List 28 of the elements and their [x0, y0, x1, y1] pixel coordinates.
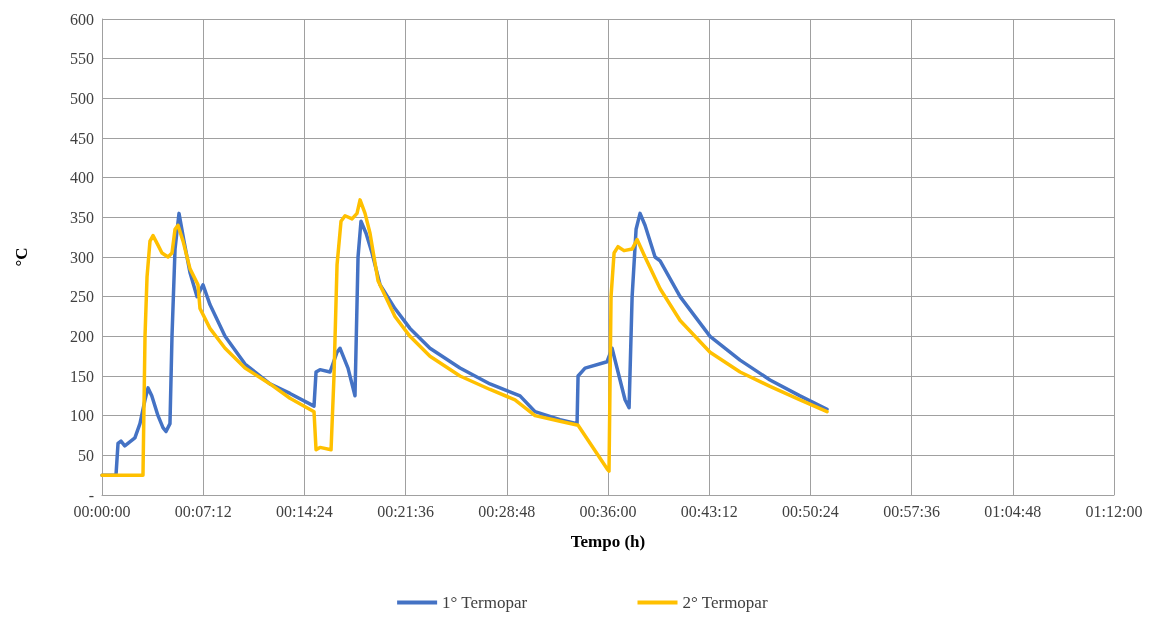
x-tick-label: 00:14:24 — [275, 502, 333, 520]
y-tick-label: 500 — [70, 89, 94, 107]
x-tick-label: 00:28:48 — [478, 502, 536, 520]
x-tick-label: 00:43:12 — [680, 502, 738, 520]
y-tick-label: - — [88, 486, 94, 504]
x-axis-title: Tempo (h) — [570, 532, 646, 551]
y-tick-label: 350 — [70, 208, 94, 226]
y-tick-label: 450 — [70, 129, 94, 147]
y-tick-label: 100 — [70, 407, 94, 425]
x-tick-label: 01:04:48 — [984, 502, 1042, 520]
x-tick-label: 00:00:00 — [73, 502, 131, 520]
legend-label: 1° Termopar — [442, 593, 528, 612]
y-tick-label: 150 — [70, 367, 94, 385]
x-tick-label: 01:12:00 — [1085, 502, 1143, 520]
y-tick-label: 250 — [70, 288, 94, 306]
y-tick-label: 200 — [70, 327, 94, 345]
legend-label: 2° Termopar — [682, 593, 768, 612]
y-tick-label: 550 — [70, 50, 94, 68]
y-tick-label: 600 — [70, 10, 94, 28]
x-tick-label: 00:50:24 — [781, 502, 839, 520]
x-tick-label: 00:21:36 — [377, 502, 435, 520]
y-axis-title: °C — [12, 247, 31, 267]
y-tick-label: 300 — [70, 248, 94, 266]
y-tick-label: 50 — [78, 446, 94, 464]
x-tick-label: 00:36:00 — [579, 502, 637, 520]
x-tick-label: 00:57:36 — [883, 502, 941, 520]
y-tick-label: 400 — [70, 169, 94, 187]
x-tick-label: 00:07:12 — [174, 502, 232, 520]
